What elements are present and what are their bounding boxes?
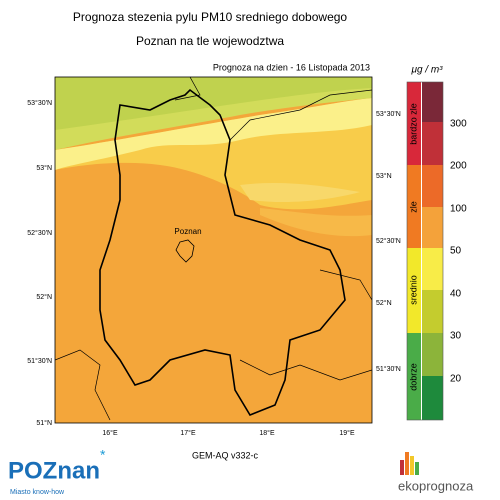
map-frame bbox=[54, 76, 373, 424]
logo-slogan: Miasto know-how bbox=[10, 489, 65, 496]
lon-label: 17°E bbox=[180, 429, 196, 437]
lat-label: 52°N bbox=[376, 299, 392, 307]
category-label: dobrze bbox=[408, 363, 418, 391]
title: Prognoza stezenia pylu PM10 sredniego do… bbox=[73, 10, 348, 24]
model-name: GEM-AQ v332-c bbox=[192, 450, 259, 460]
lat-label: 53°30'N bbox=[27, 99, 52, 107]
lat-label: 53°30'N bbox=[376, 110, 401, 118]
lat-label: 51°30'N bbox=[376, 365, 401, 373]
legend-tick: 50 bbox=[450, 246, 462, 257]
lat-label: 51°30'N bbox=[27, 357, 52, 365]
ekoprognoza-logo: ekoprognoza bbox=[398, 478, 474, 493]
lat-label: 52°30'N bbox=[376, 237, 401, 245]
lon-label: 19°E bbox=[339, 429, 355, 437]
lat-label: 52°N bbox=[36, 293, 52, 301]
forecast-date: Prognoza na dzien - 16 Listopada 2013 bbox=[213, 62, 370, 72]
legend-unit: μg / m³ bbox=[410, 65, 443, 76]
lat-label: 53°N bbox=[36, 164, 52, 172]
legend-tick: 200 bbox=[450, 161, 467, 172]
legend: μg / m³ bardzo zle zle srednio dobrze 30… bbox=[406, 65, 467, 421]
category-label: srednio bbox=[408, 275, 418, 305]
lat-label: 51°N bbox=[36, 419, 52, 427]
legend-tick: 20 bbox=[450, 374, 462, 385]
city-label: Poznan bbox=[174, 227, 201, 236]
map: Poznan bbox=[55, 77, 372, 423]
legend-tick: 40 bbox=[450, 289, 462, 300]
legend-tick: 100 bbox=[450, 204, 467, 215]
lat-label: 52°30'N bbox=[27, 229, 52, 237]
lat-label: 53°N bbox=[376, 172, 392, 180]
lon-label: 18°E bbox=[259, 429, 275, 437]
legend-tick: 30 bbox=[450, 331, 462, 342]
category-label: zle bbox=[408, 201, 418, 213]
logo-star: * bbox=[100, 447, 106, 463]
legend-tick: 300 bbox=[450, 119, 467, 130]
category-label: bardzo zle bbox=[408, 103, 418, 145]
lon-label: 16°E bbox=[102, 429, 118, 437]
poznan-logo: POZnan bbox=[8, 457, 100, 484]
subtitle: Poznan na tle wojewodztwa bbox=[136, 34, 284, 48]
ekoprognoza-icon bbox=[400, 452, 419, 475]
